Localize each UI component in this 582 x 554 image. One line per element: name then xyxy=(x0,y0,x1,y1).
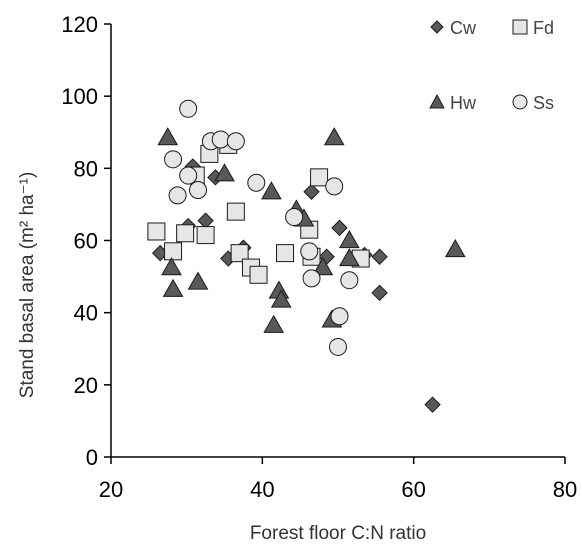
point-hw xyxy=(444,239,466,258)
y-tick-label: 0 xyxy=(86,445,98,470)
point-hw xyxy=(338,229,360,249)
point-hw xyxy=(323,127,345,146)
point-cw xyxy=(197,212,214,229)
point-fd xyxy=(310,168,329,187)
point-cw xyxy=(424,396,441,413)
y-tick-label: 100 xyxy=(61,84,98,109)
point-ss xyxy=(330,307,349,326)
legend-marker xyxy=(512,19,528,35)
legend-label: Fd xyxy=(533,18,554,38)
legend-label: Ss xyxy=(533,93,554,113)
y-axis-title: Stand basal area (m² ha⁻¹) xyxy=(17,172,38,399)
point-hw xyxy=(312,257,334,276)
y-tick-label: 20 xyxy=(74,373,98,398)
x-tick-label: 40 xyxy=(250,477,274,502)
point-hw xyxy=(187,271,209,290)
point-fd xyxy=(276,244,295,263)
legend: Cw Fd Hw Ss xyxy=(429,18,554,113)
point-ss xyxy=(300,242,319,261)
point-fd xyxy=(249,265,268,284)
point-hw xyxy=(270,289,292,308)
point-ss xyxy=(302,269,321,288)
point-cw xyxy=(371,284,388,302)
data-points xyxy=(147,99,466,413)
point-ss xyxy=(189,180,208,199)
point-ss xyxy=(340,271,359,290)
point-ss xyxy=(226,132,245,151)
point-ss xyxy=(179,99,198,118)
point-hw xyxy=(161,257,182,276)
point-ss xyxy=(329,337,347,356)
point-ss xyxy=(211,130,230,149)
legend-label: Cw xyxy=(450,18,477,38)
point-cw xyxy=(303,183,320,200)
point-fd xyxy=(176,224,195,243)
point-fd xyxy=(164,242,183,261)
legend-marker xyxy=(512,94,528,110)
point-cw xyxy=(331,219,348,237)
point-cw xyxy=(371,248,388,265)
x-axis-title: Forest floor C:N ratio xyxy=(250,523,426,544)
legend-item-hw: Hw xyxy=(429,93,477,113)
point-fd xyxy=(147,222,166,241)
legend-label: Hw xyxy=(450,93,477,113)
point-hw xyxy=(338,248,360,267)
y-tick-label: 60 xyxy=(74,229,98,254)
y-tick-label: 120 xyxy=(61,12,98,37)
point-ss xyxy=(164,150,183,169)
point-hw xyxy=(162,278,184,297)
y-tick-label: 80 xyxy=(74,156,98,181)
series-ss xyxy=(164,99,359,356)
point-fd xyxy=(230,244,249,263)
series-fd xyxy=(147,135,370,284)
point-ss xyxy=(325,177,344,196)
legend-item-cw: Cw xyxy=(430,18,477,38)
x-tick-label: 20 xyxy=(99,477,123,502)
legend-marker xyxy=(429,93,445,109)
x-tick-label: 80 xyxy=(553,477,577,502)
point-ss xyxy=(285,208,304,227)
legend-item-ss: Ss xyxy=(512,93,554,113)
point-ss xyxy=(247,173,266,192)
point-hw xyxy=(261,181,282,200)
point-ss xyxy=(179,166,198,185)
point-hw xyxy=(263,314,285,333)
point-ss xyxy=(168,186,187,205)
point-fd xyxy=(196,226,215,245)
x-tick-label: 60 xyxy=(401,477,425,502)
legend-item-fd: Fd xyxy=(512,18,554,38)
legend-marker xyxy=(430,20,444,34)
point-hw xyxy=(214,163,235,182)
point-fd xyxy=(226,202,245,221)
y-tick-label: 40 xyxy=(74,301,98,326)
point-hw xyxy=(157,127,179,146)
